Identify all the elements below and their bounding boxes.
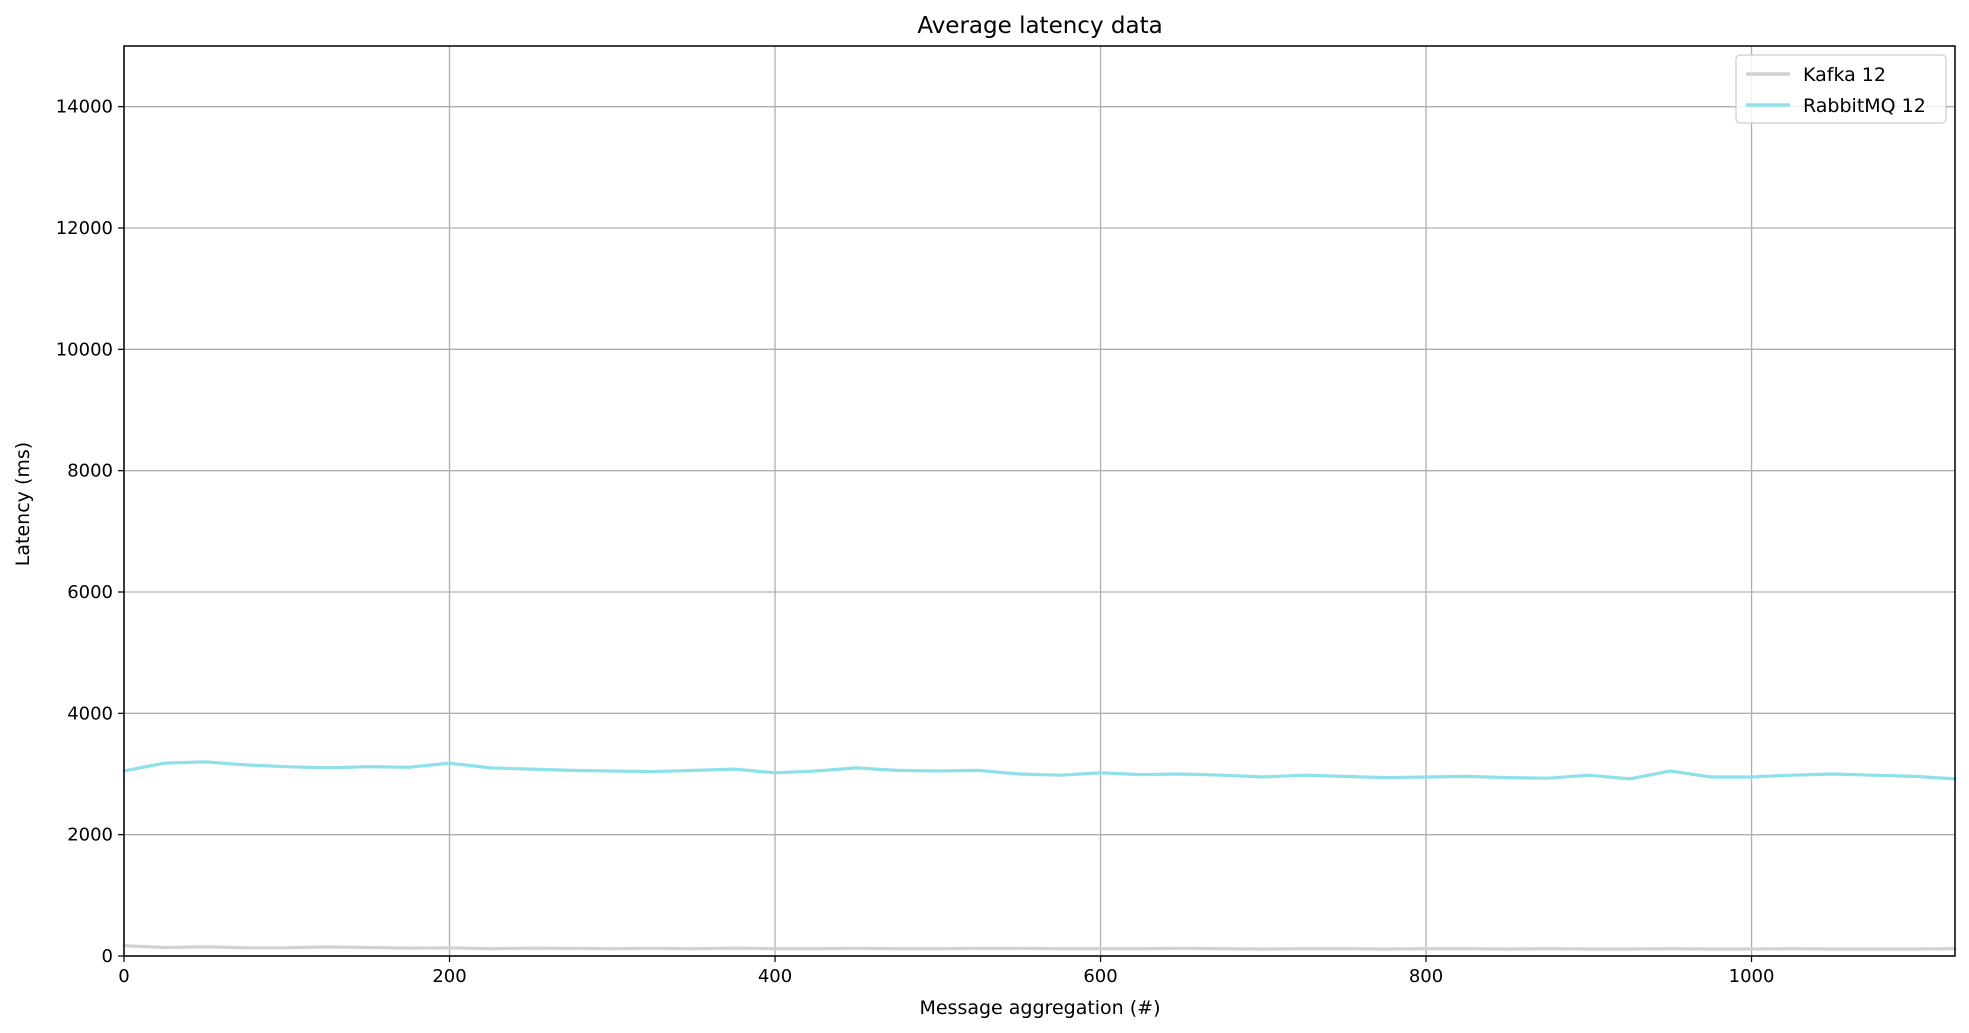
y-axis-title: Latency (ms) <box>12 442 34 566</box>
x-tick-label: 0 <box>118 966 129 987</box>
x-tick-label: 600 <box>1083 966 1117 987</box>
y-tick-label: 2000 <box>67 825 113 846</box>
x-tick-label: 800 <box>1409 966 1443 987</box>
y-tick-label: 6000 <box>67 582 113 603</box>
ticks: 0 200 400 600 800 100002000400060008000100001… <box>56 97 1775 987</box>
chart-title: Average latency data <box>917 13 1162 39</box>
x-tick-label: 1000 <box>1729 966 1775 987</box>
plot-frame <box>123 45 1956 957</box>
y-tick-label: 14000 <box>56 97 113 118</box>
series-layer <box>122 760 1957 951</box>
x-tick-label: 400 <box>758 966 792 987</box>
y-tick-label: 10000 <box>56 339 113 360</box>
legend: Kafka 12 RabbitMQ 12 <box>1735 54 1947 124</box>
series-line-rabbitmq-12 <box>122 760 1957 781</box>
x-axis-title: Message aggregation (#) <box>919 997 1160 1019</box>
legend-label-rabbitmq: RabbitMQ 12 <box>1803 95 1926 117</box>
y-tick-label: 8000 <box>67 461 113 482</box>
legend-label-kafka: Kafka 12 <box>1803 64 1886 86</box>
y-tick-label: 0 <box>102 946 113 967</box>
y-tick-label: 12000 <box>56 218 113 239</box>
y-tick-label: 4000 <box>67 703 113 724</box>
series-line-kafka-12 <box>122 944 1957 951</box>
x-tick-label: 200 <box>432 966 466 987</box>
grid <box>123 46 1955 957</box>
